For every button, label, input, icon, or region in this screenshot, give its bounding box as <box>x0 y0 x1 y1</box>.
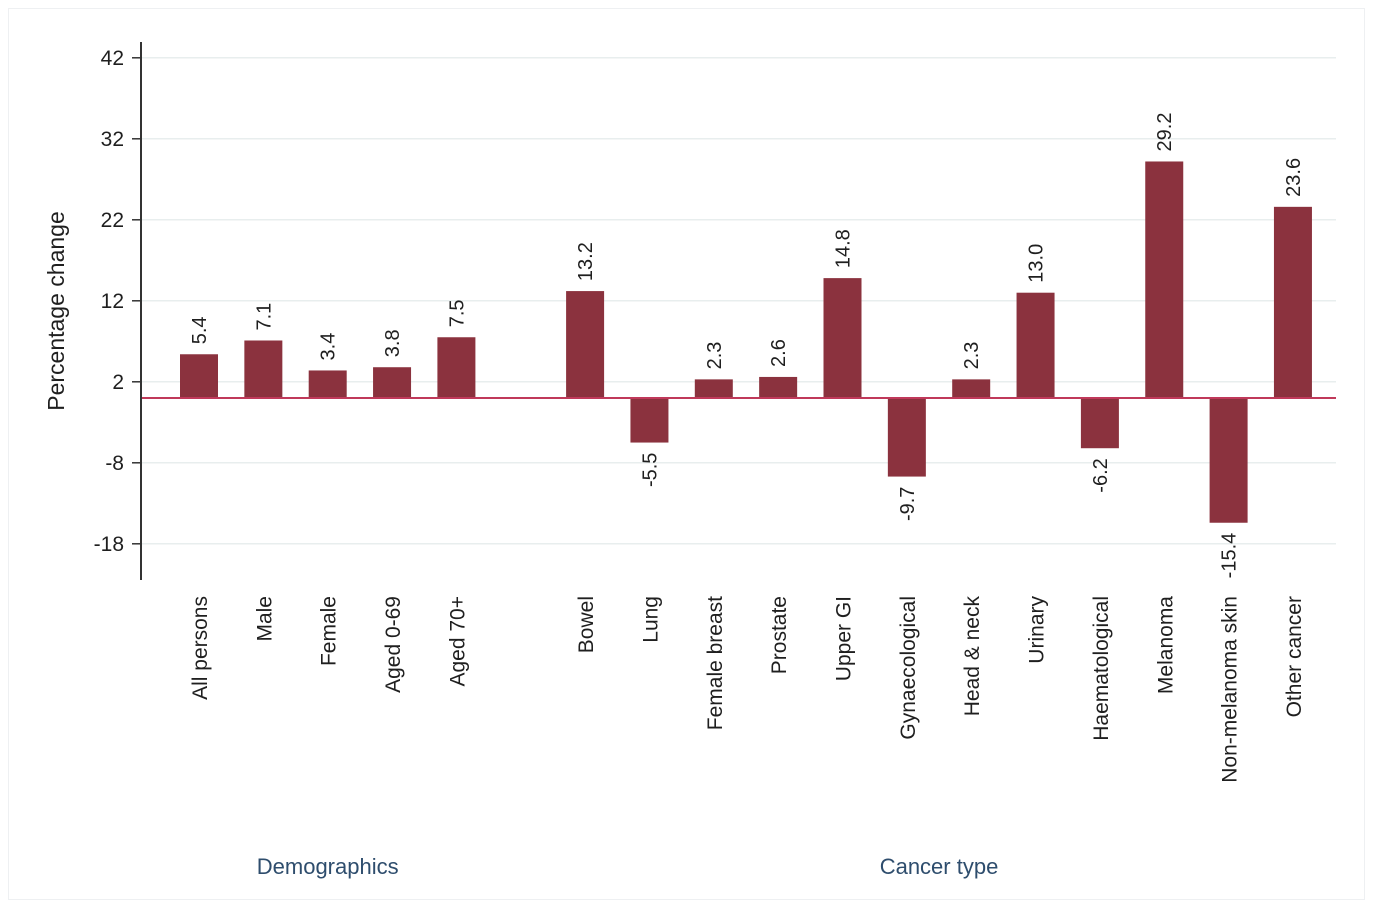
bar <box>308 370 347 398</box>
group-label: Demographics <box>257 854 399 879</box>
y-tick-label: -18 <box>94 533 124 556</box>
value-label: 2.6 <box>768 339 790 367</box>
y-tick-label: 32 <box>101 128 124 151</box>
y-tick-label: 12 <box>101 290 124 313</box>
value-label: 7.5 <box>446 299 468 327</box>
bar <box>566 291 605 398</box>
value-label: 3.8 <box>382 329 404 357</box>
category-label: Gynaecological <box>897 596 920 740</box>
bar <box>1273 206 1312 398</box>
category-label: Urinary <box>1026 596 1049 664</box>
bar <box>1080 398 1119 449</box>
group-label: Cancer type <box>880 854 999 879</box>
value-label: -6.2 <box>1090 458 1112 492</box>
category-label: Bowel <box>575 596 598 653</box>
value-label: 13.0 <box>1026 244 1048 283</box>
category-label: Melanoma <box>1154 596 1177 694</box>
bar <box>630 398 669 443</box>
category-label: Prostate <box>768 596 791 674</box>
y-axis-title: Percentage change <box>43 211 69 411</box>
value-label: 2.3 <box>961 342 983 370</box>
category-label: Haematological <box>1090 596 1113 741</box>
bar <box>1145 161 1184 398</box>
value-label: -9.7 <box>897 487 919 521</box>
category-label: Other cancer <box>1283 596 1306 717</box>
labels: 5.4 All persons 7.1 Male 3.4 Female 3.8 Aged 0-… <box>189 113 1306 879</box>
value-label: 3.4 <box>318 333 340 361</box>
bar <box>244 340 283 398</box>
bar <box>437 337 476 398</box>
category-label: Lung <box>639 596 662 643</box>
category-label: Head & neck <box>961 596 984 717</box>
bar <box>180 354 218 398</box>
bar <box>952 379 991 398</box>
category-label: Aged 0-69 <box>382 596 405 693</box>
category-label: Upper GI <box>833 596 856 681</box>
bar <box>694 379 733 398</box>
bar <box>823 278 862 398</box>
category-label: Female <box>318 596 341 666</box>
category-label: Non-melanoma skin <box>1219 596 1242 783</box>
chart-frame <box>8 8 1365 900</box>
category-label: All persons <box>189 596 212 700</box>
bar <box>373 367 412 398</box>
value-label: 5.4 <box>189 316 211 344</box>
category-label: Aged 70+ <box>446 596 469 687</box>
bars <box>141 161 1336 523</box>
value-label: 2.3 <box>704 342 726 370</box>
bar <box>1016 292 1055 398</box>
value-label: 13.2 <box>575 242 597 281</box>
y-tick-label: -8 <box>105 452 124 475</box>
bar <box>887 398 926 477</box>
value-label: -5.5 <box>639 453 661 487</box>
category-label: Female breast <box>704 596 727 730</box>
value-label: 23.6 <box>1283 158 1305 197</box>
bar <box>1209 398 1248 523</box>
category-label: Male <box>253 596 276 642</box>
value-label: 14.8 <box>833 229 855 268</box>
y-tick-label: 2 <box>112 371 124 394</box>
bar <box>759 376 798 398</box>
y-tick-label: 42 <box>101 47 124 70</box>
value-label: 29.2 <box>1154 113 1176 152</box>
value-label: 7.1 <box>253 303 275 331</box>
y-tick-label: 22 <box>101 209 124 232</box>
y-axis: 42 32 22 12 2 -8 -18 <box>94 42 142 580</box>
value-label: -15.4 <box>1219 533 1241 579</box>
